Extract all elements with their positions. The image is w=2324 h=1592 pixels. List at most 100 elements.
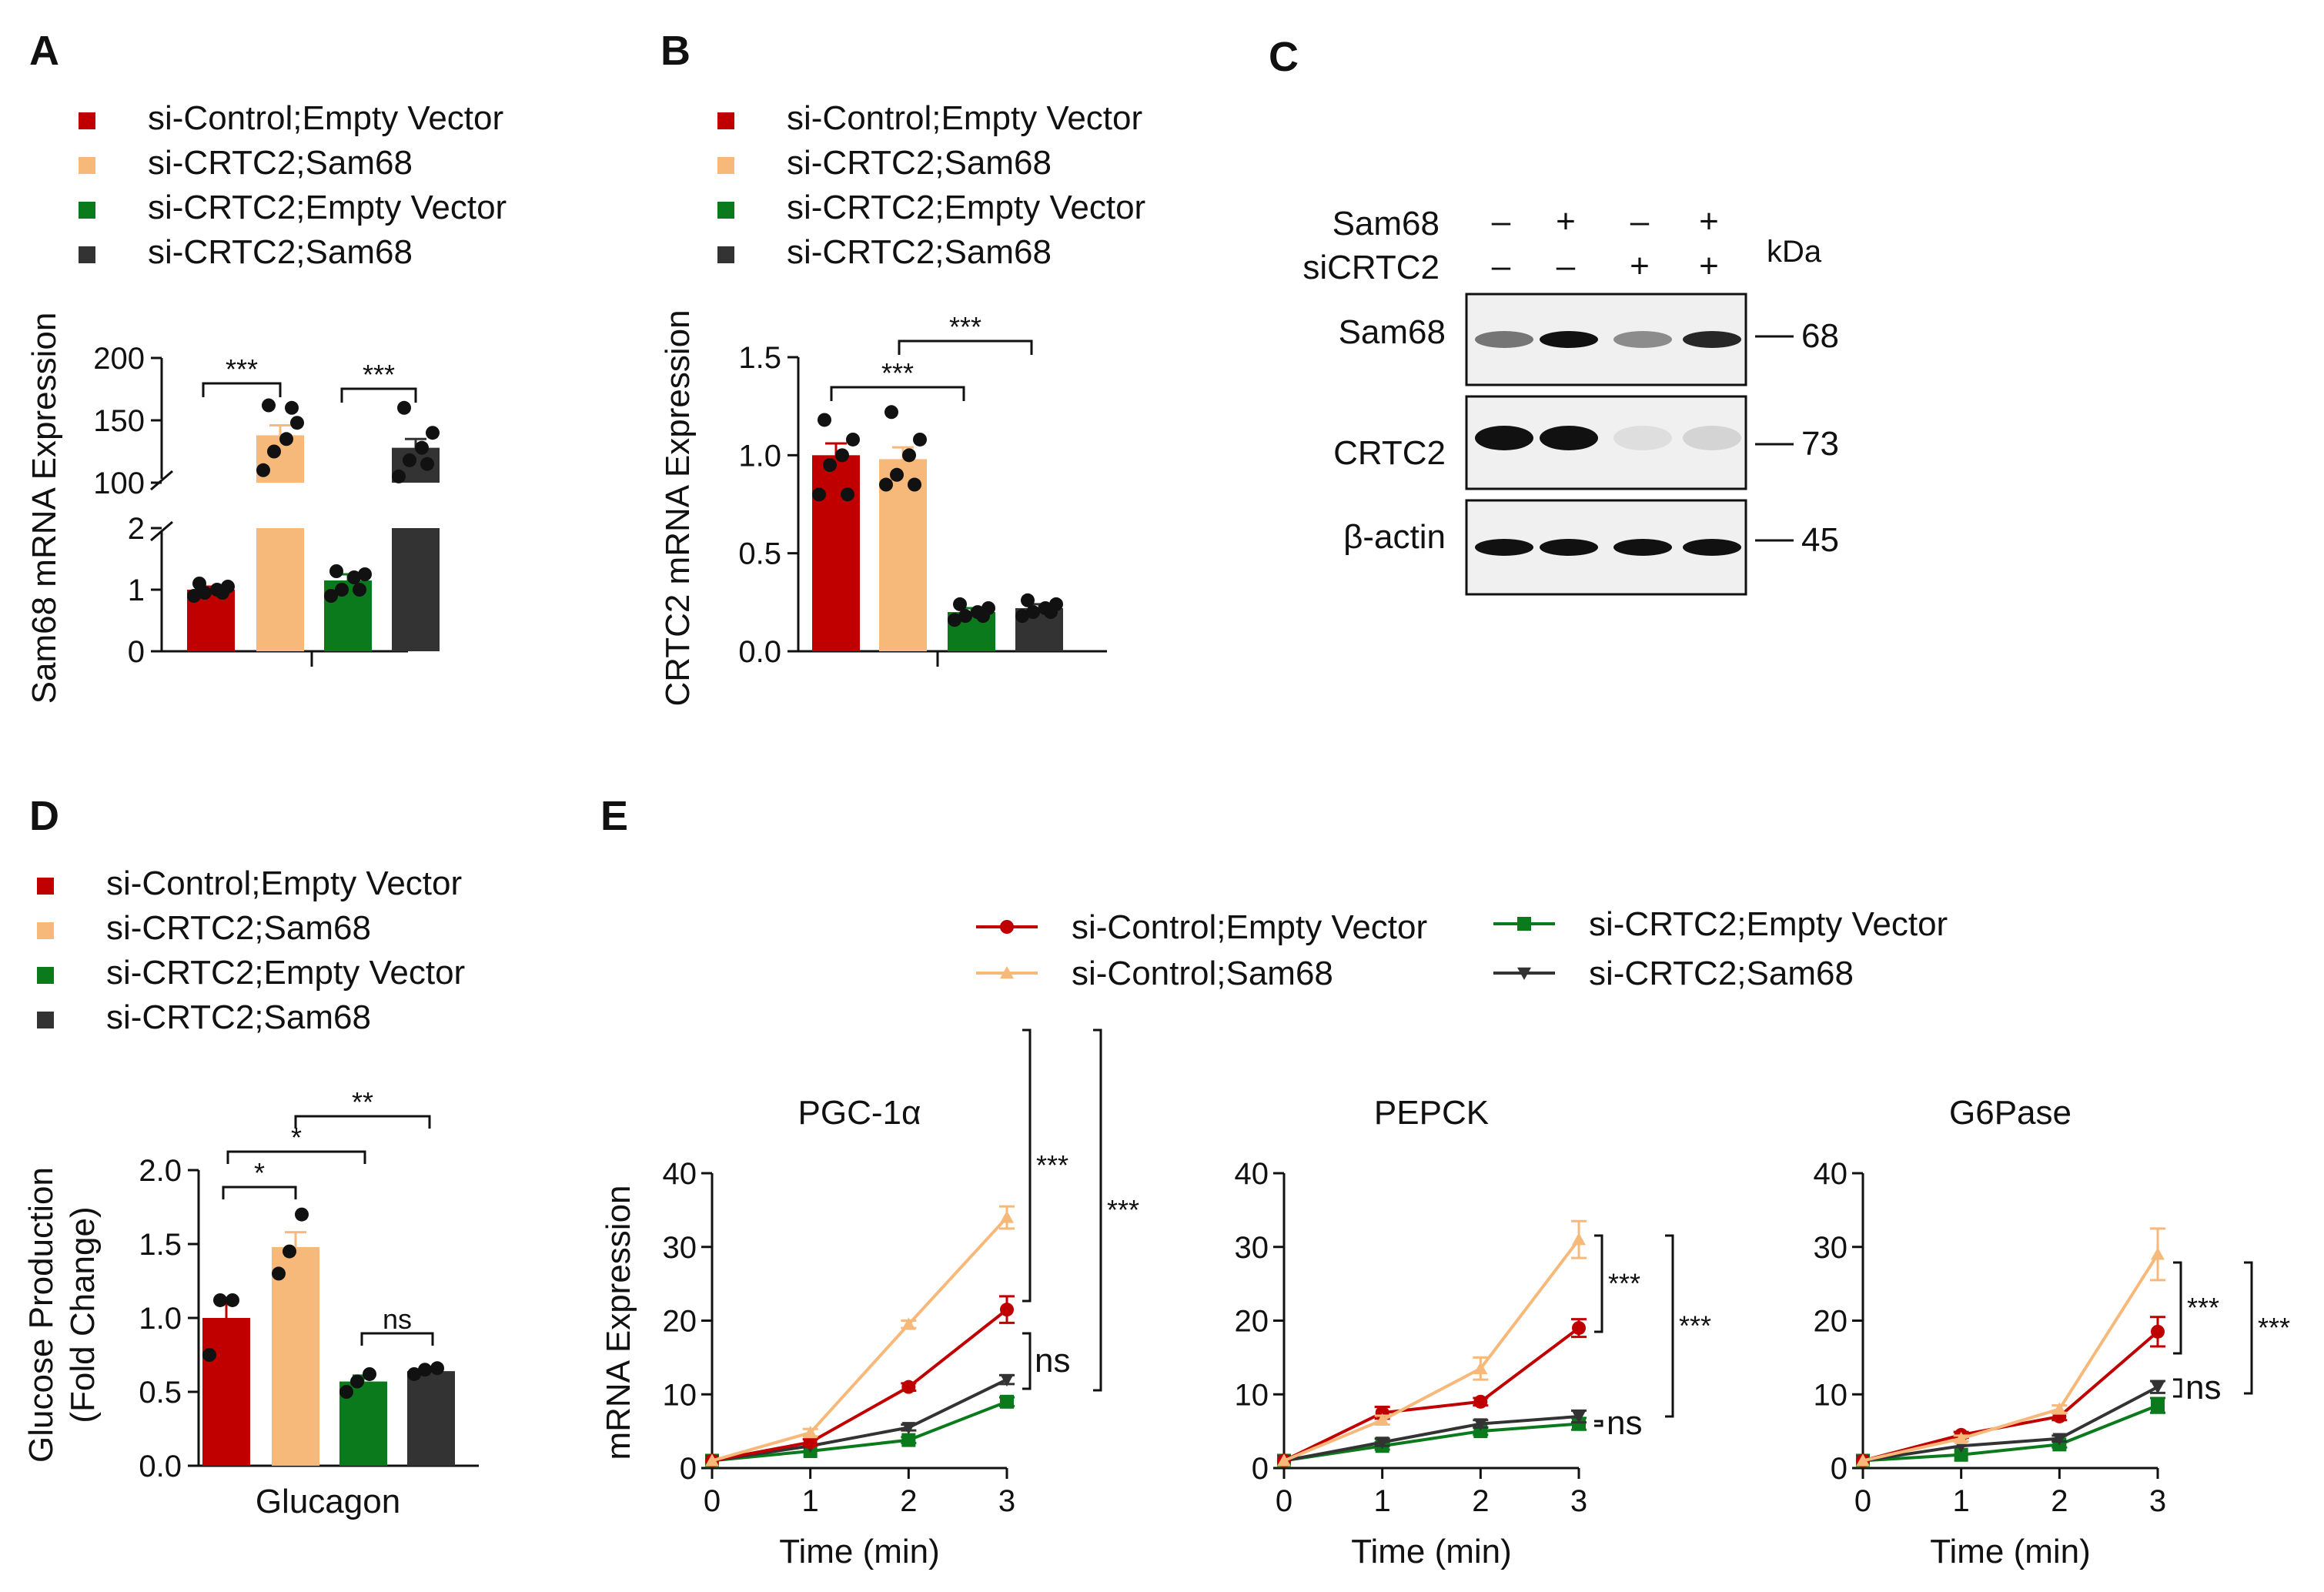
panel-a-bar-0-dot-4 [192, 577, 206, 590]
panel-e-legend-marker-2 [1517, 917, 1531, 931]
panel-e-legend-marker-3 [1517, 967, 1531, 980]
panel-a-yticklabel-lower-1: 1 [128, 574, 145, 607]
panel-e-xticklabel-2-1: 1 [1953, 1484, 1970, 1518]
panel-e-xticklabel-0-3: 3 [998, 1484, 1015, 1518]
panel-e-title-1: PEPCK [1374, 1094, 1489, 1132]
panel-e-sig-label-2-0: *** [2187, 1292, 2219, 1323]
western-band-label-0: Sam68 [1339, 313, 1446, 351]
panel-b-bar-1-dot-5 [908, 477, 921, 492]
panel-e-yticklabel-0-4: 40 [663, 1157, 697, 1191]
panel-d-bar-2-dot-0 [339, 1385, 353, 1399]
panel-b-bar-1-dot-3 [913, 432, 927, 446]
panel-a-bar-2-dot-4 [329, 564, 343, 578]
panel-e-point-2-2-1 [1954, 1447, 1968, 1462]
panel-b-bar-2-dot-1 [958, 609, 972, 624]
panel-e-point-1-0-3 [1572, 1321, 1586, 1336]
panel-e-point-2-1-0 [1856, 1453, 1870, 1467]
panel-label-e: E [600, 793, 628, 839]
western-band-1-0 [1475, 426, 1533, 450]
panel-b-legend-marker-0 [717, 112, 734, 129]
panel-e-sig-bracket-0-1 [1093, 1028, 1102, 1392]
panel-e-yticklabel-0-1: 10 [663, 1378, 697, 1412]
panel-e-xticklabel-2-2: 2 [2051, 1484, 2068, 1518]
panel-a-yticklabel-lower-0: 0 [128, 635, 145, 669]
panel-e-line-1-2 [1283, 1422, 1580, 1463]
panel-e-point-0-1-0 [705, 1453, 719, 1467]
panel-e-yticklabel-2-3: 30 [1814, 1231, 1848, 1265]
panel-e-line-0-1 [711, 1216, 1008, 1463]
panel-b-bar-3-dot-4 [1021, 593, 1035, 607]
western-marker-label-2: 45 [1801, 521, 1839, 559]
panel-e-sig-label-2-2: ns [2185, 1369, 2221, 1406]
panel-e-sig-bracket-2-0 [2173, 1261, 2182, 1355]
panel-e-sig-label-0-0: *** [1036, 1149, 1068, 1181]
panel-a-bar-2-dot-1 [335, 583, 349, 597]
panel-b-bar-3-dot-5 [1044, 605, 1058, 620]
panel-d-sig-1-label: * [291, 1122, 302, 1153]
panel-b-ylabel: CRTC2 mRNA Expression [659, 309, 697, 706]
panel-a-bar-1-dot-3 [290, 416, 304, 430]
panel-b-bar-2-dot-4 [953, 597, 967, 611]
panel-d-yticklabel-2: 1.0 [139, 1302, 182, 1336]
panel-d-legend-marker-0 [37, 878, 54, 895]
panel-e-ylabel: mRNA Expression [600, 1185, 637, 1460]
panel-e-yticklabel-2-2: 20 [1814, 1305, 1848, 1339]
western-band-1-3 [1683, 426, 1741, 450]
panel-b-bar-2-dot-5 [976, 609, 990, 624]
panel-a-sig-0-bracket [202, 382, 282, 397]
panel-e-line-2-3 [1862, 1385, 2158, 1463]
panel-b-bar-0 [812, 455, 860, 651]
panel-e-sig-label-1-1: *** [1679, 1310, 1711, 1342]
panel-e-line-0-3 [711, 1378, 1008, 1463]
panel-e-sig-label-0-2: ns [1035, 1342, 1070, 1380]
panel-d-sig-0-label: * [254, 1157, 265, 1189]
panel-a-yticklabel-lower-2: 2 [128, 512, 145, 546]
panel-b-bar-0-dot-2 [835, 448, 849, 463]
panel-a-bar-1-dot-4 [262, 398, 276, 413]
panel-a-sig-1-label: *** [363, 359, 395, 390]
panel-e-xlabel-2: Time (min) [1930, 1533, 2091, 1570]
panel-d-ylabel-line1: Glucose Production [22, 1167, 60, 1463]
panel-e-line-0-0 [711, 1308, 1008, 1463]
panel-a-bar-3-dot-2 [415, 440, 429, 455]
panel-a-legend-marker-1 [79, 157, 95, 174]
panel-e-line-2-0 [1862, 1330, 2159, 1463]
panel-d-legend-label-0: si-Control;Empty Vector [106, 865, 462, 902]
panel-label-d: D [29, 793, 59, 839]
panel-a-bar-1-dot-0 [256, 463, 270, 477]
panel-e-line-1-0 [1283, 1326, 1580, 1463]
panel-d-xlabel: Glucagon [256, 1483, 400, 1520]
panel-b-legend-marker-1 [717, 157, 734, 174]
panel-b-legend-label-3: si-CRTC2;Sam68 [787, 233, 1052, 271]
panel-b-sig-1-bracket [898, 339, 1033, 355]
panel-e-point-2-1-2 [2052, 1402, 2067, 1415]
panel-b-bar-0-dot-3 [846, 432, 860, 446]
panel-c-western-blot: Sam68 siCRTC2 – – + – – + + + kDa Sam68 68 CRTC2 73 β-a… [1302, 202, 1839, 596]
panel-d-yticklabel-1: 0.5 [139, 1376, 182, 1410]
panel-e-sig-bracket-2-1 [2244, 1261, 2253, 1395]
panel-label-b: B [660, 28, 691, 74]
panel-e-line-1-1 [1283, 1238, 1580, 1463]
panel-b-bar-0-dot-0 [812, 487, 826, 502]
western-marker-label-0: 68 [1801, 317, 1839, 355]
panel-a-legend-label-2: si-CRTC2;Empty Vector [148, 189, 507, 226]
panel-b-bar-1-dot-4 [884, 405, 898, 420]
panel-d-bar-0 [202, 1318, 250, 1466]
panel-b-bar-3-dot-1 [1026, 605, 1040, 620]
panel-d-bar-3 [407, 1371, 455, 1466]
panel-d-chart: si-Control;Empty Vector si-CRTC2;Sam68 si-… [22, 865, 479, 1520]
western-row2-sign-2: + [1630, 247, 1650, 285]
panel-d-yticklabel-3: 1.5 [139, 1228, 182, 1262]
panel-d-sig-2-label: ** [352, 1086, 373, 1118]
panel-e-sig-bracket-0-0 [1022, 1028, 1032, 1303]
panel-b-bar-0-dot-5 [841, 487, 854, 502]
western-marker-label-1: 73 [1801, 425, 1839, 463]
panel-label-c: C [1269, 34, 1299, 80]
panel-a-legend-label-3: si-CRTC2;Sam68 [148, 233, 413, 271]
panel-d-bar-0-dot-1 [213, 1293, 227, 1307]
panel-a-bar-3-dot-3 [426, 426, 440, 440]
panel-e-sig-bracket-2-2 [2173, 1378, 2182, 1398]
panel-e-sig-bracket-0-2 [1022, 1332, 1032, 1390]
panel-b-bar-0-dot-1 [823, 458, 837, 473]
